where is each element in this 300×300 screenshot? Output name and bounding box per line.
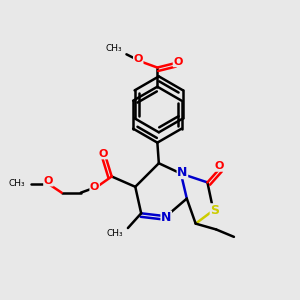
Text: CH₃: CH₃ <box>105 44 122 53</box>
Text: CH₃: CH₃ <box>8 179 25 188</box>
Text: N: N <box>161 211 171 224</box>
Text: O: O <box>98 149 108 159</box>
Text: O: O <box>44 176 53 186</box>
Text: CH₃: CH₃ <box>107 230 124 238</box>
Text: O: O <box>134 54 143 64</box>
Text: N: N <box>177 166 188 178</box>
Text: O: O <box>90 182 99 192</box>
Text: O: O <box>214 161 224 171</box>
Text: O: O <box>173 57 183 67</box>
Text: S: S <box>210 204 219 217</box>
